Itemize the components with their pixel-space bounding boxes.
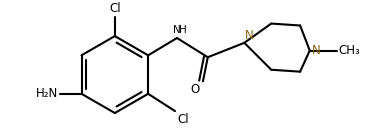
Text: Cl: Cl xyxy=(109,2,121,15)
Text: N: N xyxy=(245,29,254,42)
Text: H₂N: H₂N xyxy=(36,87,58,100)
Text: Cl: Cl xyxy=(177,113,189,126)
Text: N: N xyxy=(173,25,181,35)
Text: N: N xyxy=(312,44,320,57)
Text: O: O xyxy=(190,83,200,96)
Text: H: H xyxy=(179,25,187,35)
Text: CH₃: CH₃ xyxy=(339,44,360,57)
